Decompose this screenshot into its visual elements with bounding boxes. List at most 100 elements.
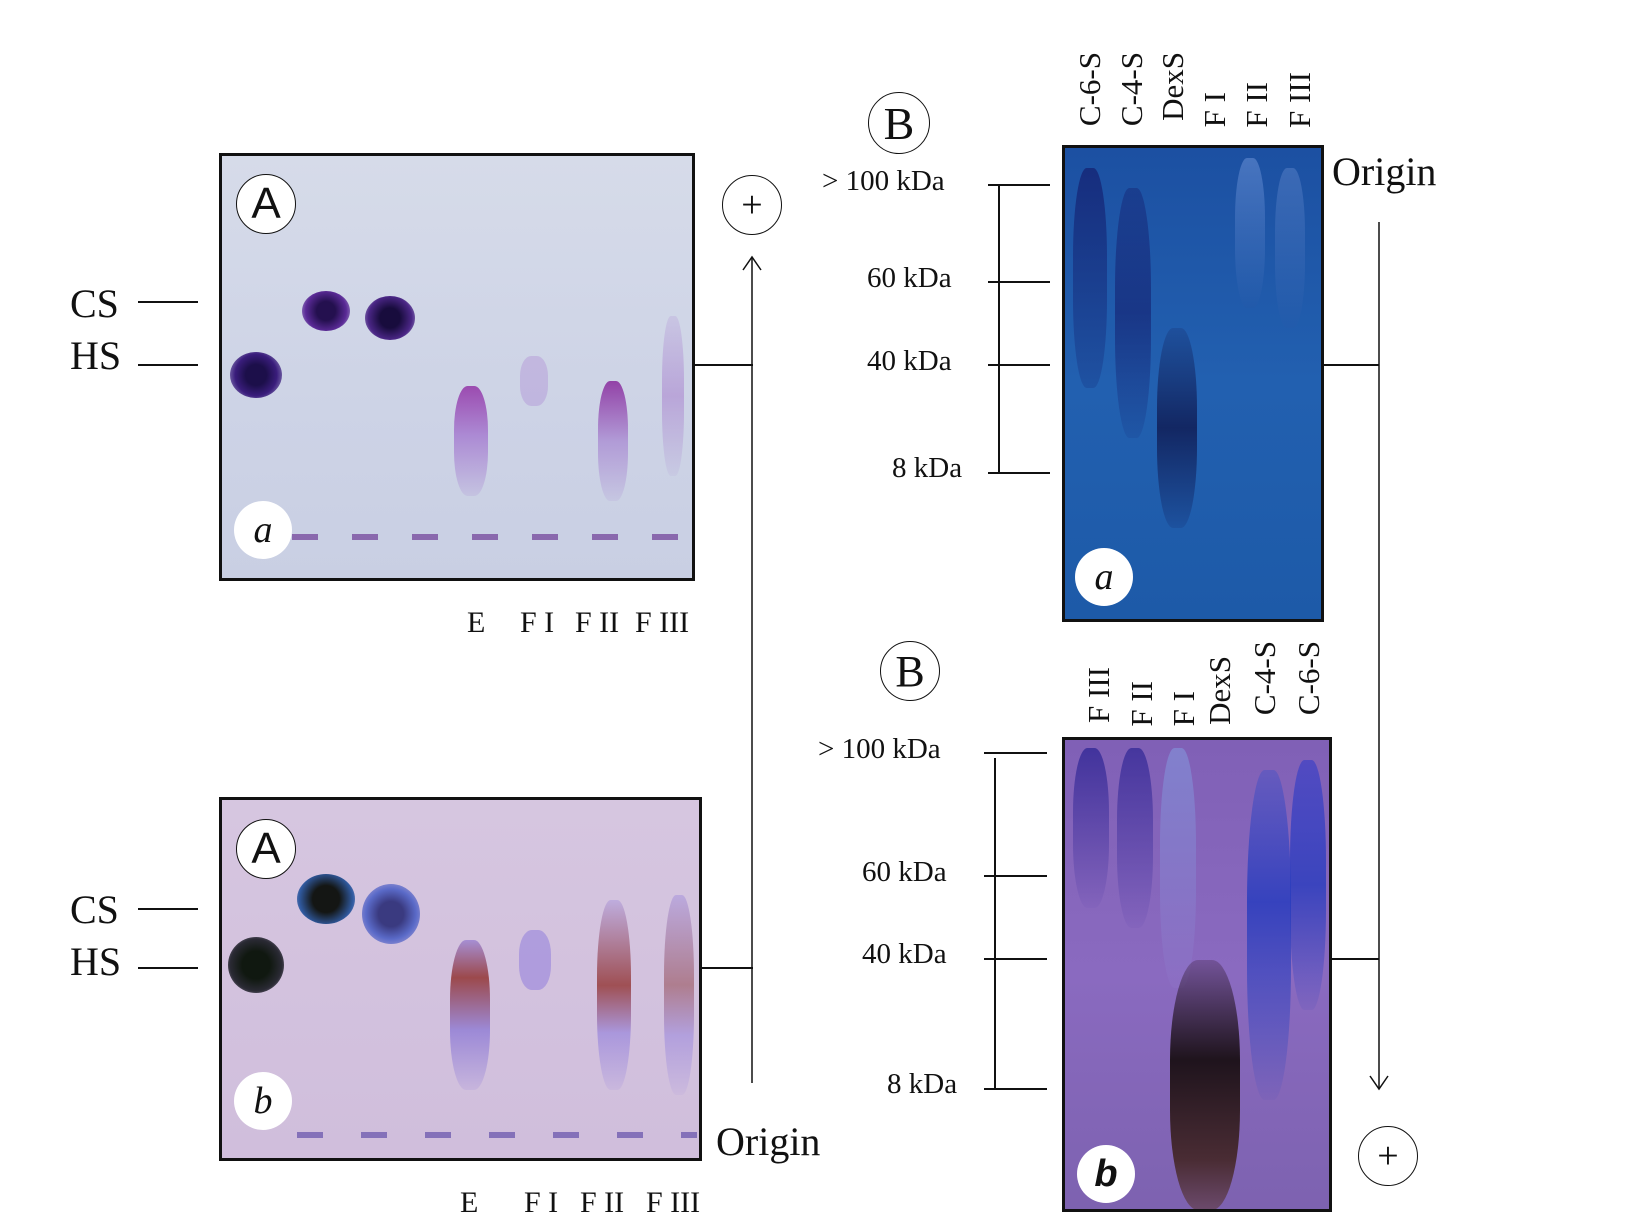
lane-f1-smear-b [1160, 748, 1196, 988]
lane-f3-smear-b [1073, 748, 1109, 908]
cs-standard-spot-2 [365, 296, 415, 340]
mw-marker-60-top: 60 kDa [867, 262, 952, 294]
mw-tick-100-top [988, 184, 1050, 186]
lane-f3-band-b [664, 895, 694, 1095]
mw-scale-bar-bottom [994, 758, 996, 1088]
cs-marker-line-bottom [138, 908, 198, 910]
panel-a-plus-symbol: + [741, 184, 763, 226]
panel-a-direction-arrow [742, 255, 762, 1083]
panel-a-letter-top: A [251, 179, 281, 228]
mw-tick-40-top [988, 364, 1050, 366]
lane-label-f2-b-top: F II [1239, 82, 1274, 128]
mw-marker-8-bottom: 8 kDa [887, 1068, 958, 1100]
lane-dexs-smear-b [1170, 960, 1240, 1209]
lane-label-f3-top: F III [635, 606, 690, 639]
lane-f2-smear-b [1117, 748, 1153, 928]
gel-b-b-bottom-right: b [1062, 737, 1332, 1212]
panel-a-letter-bottom: A [251, 824, 281, 873]
cs-standard-spot-b2 [362, 884, 420, 944]
mw-tick-8-top [988, 472, 1050, 474]
lane-label-f1-top: F I [520, 606, 555, 639]
hs-standard-spot [230, 352, 282, 398]
origin-label-b-top: Origin [1332, 149, 1437, 194]
panel-b-letter-top: B [883, 97, 915, 149]
gel-b-bottom-left: b [219, 797, 702, 1161]
lane-label-c6s-bottom: C-6-S [1291, 641, 1326, 716]
gel-a-top-left: a [219, 153, 695, 581]
lane-label-f2-top: F II [575, 606, 620, 639]
cs-label-top: CS [70, 281, 119, 326]
lane-c4s-smear-b [1247, 770, 1291, 1100]
gel-b-b-sublabel: b [1094, 1152, 1118, 1195]
lane-label-f2-bottom: F II [580, 1186, 625, 1219]
mw-marker-8-top: 8 kDa [892, 452, 963, 484]
panel-b-plus-symbol: + [1377, 1135, 1399, 1177]
mw-marker-40-bottom: 40 kDa [862, 938, 947, 970]
lane-label-f1-b-top: F I [1197, 92, 1232, 128]
lane-c4s-smear-a [1115, 188, 1151, 438]
hs-marker-line-bottom [138, 967, 198, 969]
mw-marker-40-top: 40 kDa [867, 345, 952, 377]
gel-b-sublabel: b [253, 1080, 273, 1122]
hs-label-bottom: HS [70, 939, 122, 984]
lane-label-e-bottom: E [460, 1186, 479, 1219]
cs-standard-spot-b1 [297, 874, 355, 924]
gel-a-sublabel: a [253, 509, 273, 551]
mw-tick-40-bottom [984, 958, 1047, 960]
mw-tick-60-bottom [984, 875, 1047, 877]
gel-b-b-sublabel-badge: b [1077, 1145, 1135, 1203]
panel-b-direction-arrow [1369, 222, 1389, 1091]
lane-label-c4s-bottom: C-4-S [1247, 641, 1282, 716]
lane-label-f1-bottom: F I [524, 1186, 559, 1219]
origin-wells-b [297, 1132, 697, 1138]
lane-label-e-top: E [467, 606, 486, 639]
mw-tick-60-top [988, 281, 1050, 283]
panel-a-connector-bottom [702, 967, 753, 969]
lane-f2-smear-a [1235, 158, 1265, 308]
origin-wells [292, 534, 682, 540]
panel-b-connector-top [1324, 364, 1379, 366]
mw-tick-100-bottom [984, 752, 1047, 754]
panel-b-letter-bottom: B [895, 646, 925, 696]
mw-tick-8-bottom [984, 1088, 1047, 1090]
gel-b-sublabel-badge: b [234, 1072, 292, 1130]
hs-standard-spot-b [228, 937, 284, 993]
panel-a-connector-top [695, 364, 753, 366]
mw-scale-bar-top [998, 184, 1000, 472]
panel-a-letter-badge-bottom: A [236, 819, 296, 879]
lane-label-dexs-top: DexS [1155, 52, 1190, 121]
lane-label-f3-b-top: F III [1282, 72, 1317, 128]
lane-c6s-smear-b [1290, 760, 1326, 1010]
lane-e-band [454, 386, 488, 496]
panel-b-letter-badge-top: B [868, 92, 930, 154]
lane-f1-band [520, 356, 548, 406]
cs-standard-spot-1 [302, 291, 350, 331]
lane-f3-band [662, 316, 684, 476]
hs-marker-line-top [138, 364, 198, 366]
lane-label-f3-b-bottom: F III [1081, 667, 1116, 723]
mw-marker-100-bottom: > 100 kDa [818, 733, 941, 765]
cs-label-bottom: CS [70, 887, 119, 932]
lane-label-c6s-top: C-6-S [1072, 52, 1107, 127]
panel-b-connector-bottom [1332, 958, 1379, 960]
lane-label-f3-bottom: F III [646, 1186, 701, 1219]
panel-b-anode-badge: + [1358, 1126, 1418, 1186]
mw-marker-100-top: > 100 kDa [822, 165, 945, 197]
lane-c6s-smear-a [1073, 168, 1107, 388]
panel-a-anode-badge: + [722, 175, 782, 235]
hs-label-top: HS [70, 333, 122, 378]
panel-a-origin-label: Origin [716, 1119, 821, 1164]
lane-f2-band-b [597, 900, 631, 1090]
gel-b-a-sublabel-badge: a [1075, 548, 1133, 606]
panel-b-letter-badge-bottom: B [880, 641, 940, 701]
mw-marker-60-bottom: 60 kDa [862, 856, 947, 888]
lane-label-dexs-bottom: DexS [1202, 656, 1237, 725]
gel-b-a-sublabel: a [1094, 556, 1114, 598]
lane-label-c4s-top: C-4-S [1114, 52, 1149, 127]
lane-e-band-b [450, 940, 490, 1090]
lane-f3-smear-a [1275, 168, 1305, 328]
lane-label-f2-b-bottom: F II [1124, 681, 1159, 727]
lane-f2-band [598, 381, 628, 501]
lane-dexs-smear-a [1157, 328, 1197, 528]
lane-f1-band-b [519, 930, 551, 990]
